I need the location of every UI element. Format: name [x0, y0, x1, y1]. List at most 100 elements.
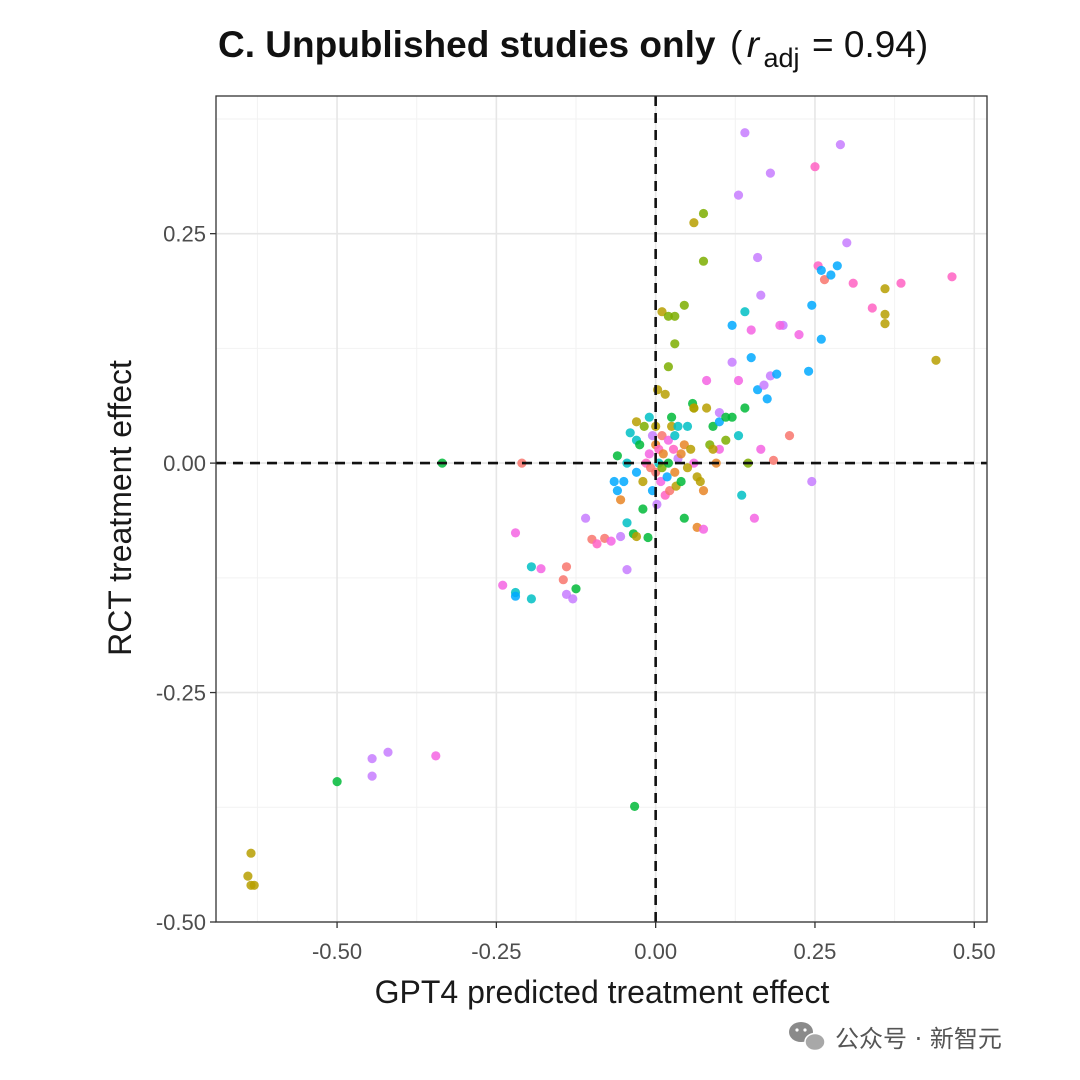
- scatter-point: [526, 562, 537, 572]
- scatter-point: [794, 330, 804, 340]
- scatter-point: [663, 311, 674, 321]
- scatter-point: [819, 275, 830, 285]
- scatter-point: [702, 403, 712, 413]
- scatter-point: [667, 421, 677, 431]
- scatter-point: [249, 880, 259, 890]
- scatter-point: [662, 472, 672, 482]
- y-axis: -0.50 -0.25 0.00 0.25: [156, 222, 216, 935]
- title-open-paren: (: [730, 24, 743, 65]
- scatter-point: [698, 486, 709, 496]
- scatter-point: [526, 594, 537, 604]
- x-tick-label: 0.50: [953, 939, 996, 964]
- scatter-point: [663, 435, 674, 445]
- scatter-point: [606, 536, 616, 546]
- scatter-point: [517, 458, 527, 468]
- scatter-point: [765, 168, 776, 178]
- plot-panel-border: [215, 95, 988, 923]
- scatter-point: [383, 747, 393, 757]
- scatter-point: [689, 218, 699, 228]
- scatter-point: [816, 265, 826, 275]
- scatter-point: [749, 513, 760, 523]
- scatter-point: [721, 435, 731, 445]
- scatter-point: [848, 278, 858, 288]
- scatter-point: [644, 449, 654, 459]
- scatter-point: [692, 472, 702, 482]
- scatter-point: [561, 562, 572, 572]
- scatter-point: [670, 339, 680, 349]
- scatter-point: [631, 467, 642, 477]
- scatter-point: [753, 252, 763, 263]
- x-axis-label: GPT4 predicted treatment effect: [375, 974, 830, 1010]
- scatter-point: [657, 431, 667, 441]
- title-subscript: adj: [764, 43, 800, 73]
- scatter-point: [536, 564, 546, 574]
- scatter-point: [746, 353, 756, 363]
- scatter-point: [668, 444, 679, 454]
- scatter-point: [663, 362, 674, 372]
- scatter-point: [740, 307, 750, 317]
- scatter-point: [679, 440, 689, 450]
- scatter-point: [727, 320, 737, 330]
- scatter-point: [638, 504, 648, 514]
- x-tick-label: 0.25: [794, 939, 837, 964]
- scatter-point: [759, 380, 769, 390]
- scatter-point: [867, 303, 877, 313]
- scatter-point: [714, 417, 725, 427]
- watermark: 公众号 · 新智元: [789, 1022, 1002, 1053]
- scatter-point: [592, 539, 602, 549]
- title-main: C. Unpublished studies only: [218, 24, 716, 65]
- scatter-point: [622, 565, 632, 575]
- scatter-point: [753, 385, 763, 395]
- scatter-point: [670, 467, 680, 477]
- scatter-point: [746, 325, 756, 335]
- scatter-point: [775, 320, 785, 330]
- scatter-point: [880, 284, 890, 294]
- scatter-point: [631, 417, 642, 427]
- scatter-point: [698, 524, 709, 534]
- scatter-point: [947, 272, 957, 282]
- x-axis: -0.50 -0.25 0.00 0.25 0.50: [312, 922, 996, 964]
- scatter-point: [625, 428, 635, 438]
- scatter-point: [772, 369, 782, 379]
- reference-lines: [216, 96, 987, 922]
- scatter-point: [842, 238, 852, 248]
- scatter-point: [733, 431, 744, 441]
- y-tick-label: -0.50: [156, 910, 206, 935]
- scatter-point: [727, 412, 737, 422]
- scatter-point: [762, 394, 772, 404]
- scatter-point: [616, 531, 626, 542]
- scatter-point: [670, 311, 680, 321]
- scatter-point: [667, 412, 677, 422]
- scatter-point: [367, 771, 377, 781]
- scatter-point: [740, 128, 750, 138]
- scatter-point: [568, 594, 578, 604]
- scatter-point: [756, 444, 766, 454]
- scatter-point: [656, 476, 666, 487]
- data-points: [243, 128, 957, 890]
- scatter-point: [581, 513, 591, 523]
- scatter-point: [571, 584, 581, 594]
- scatter-point: [698, 256, 709, 266]
- scatter-point: [510, 591, 521, 601]
- scatter-point: [698, 208, 709, 219]
- scatter-point: [510, 528, 521, 538]
- x-tick-label: -0.25: [471, 939, 521, 964]
- scatter-point: [676, 449, 686, 459]
- scatter-point: [931, 355, 941, 365]
- scatter-point: [243, 871, 253, 881]
- scatter-point: [835, 140, 846, 150]
- scatter-point: [708, 444, 718, 454]
- scatter-point: [332, 777, 342, 787]
- chart-title: C. Unpublished studies only ( r adj = 0.…: [218, 24, 928, 73]
- scatter-point: [686, 444, 696, 454]
- scatter-point: [431, 751, 441, 761]
- scatter-point: [727, 357, 737, 367]
- scatter-point: [643, 532, 653, 543]
- scatter-point: [826, 270, 836, 280]
- scatter-point: [740, 403, 750, 413]
- scatter-point: [630, 801, 640, 812]
- x-tick-label: -0.50: [312, 939, 362, 964]
- title-r-symbol: r: [747, 24, 761, 65]
- scatter-point: [616, 495, 626, 505]
